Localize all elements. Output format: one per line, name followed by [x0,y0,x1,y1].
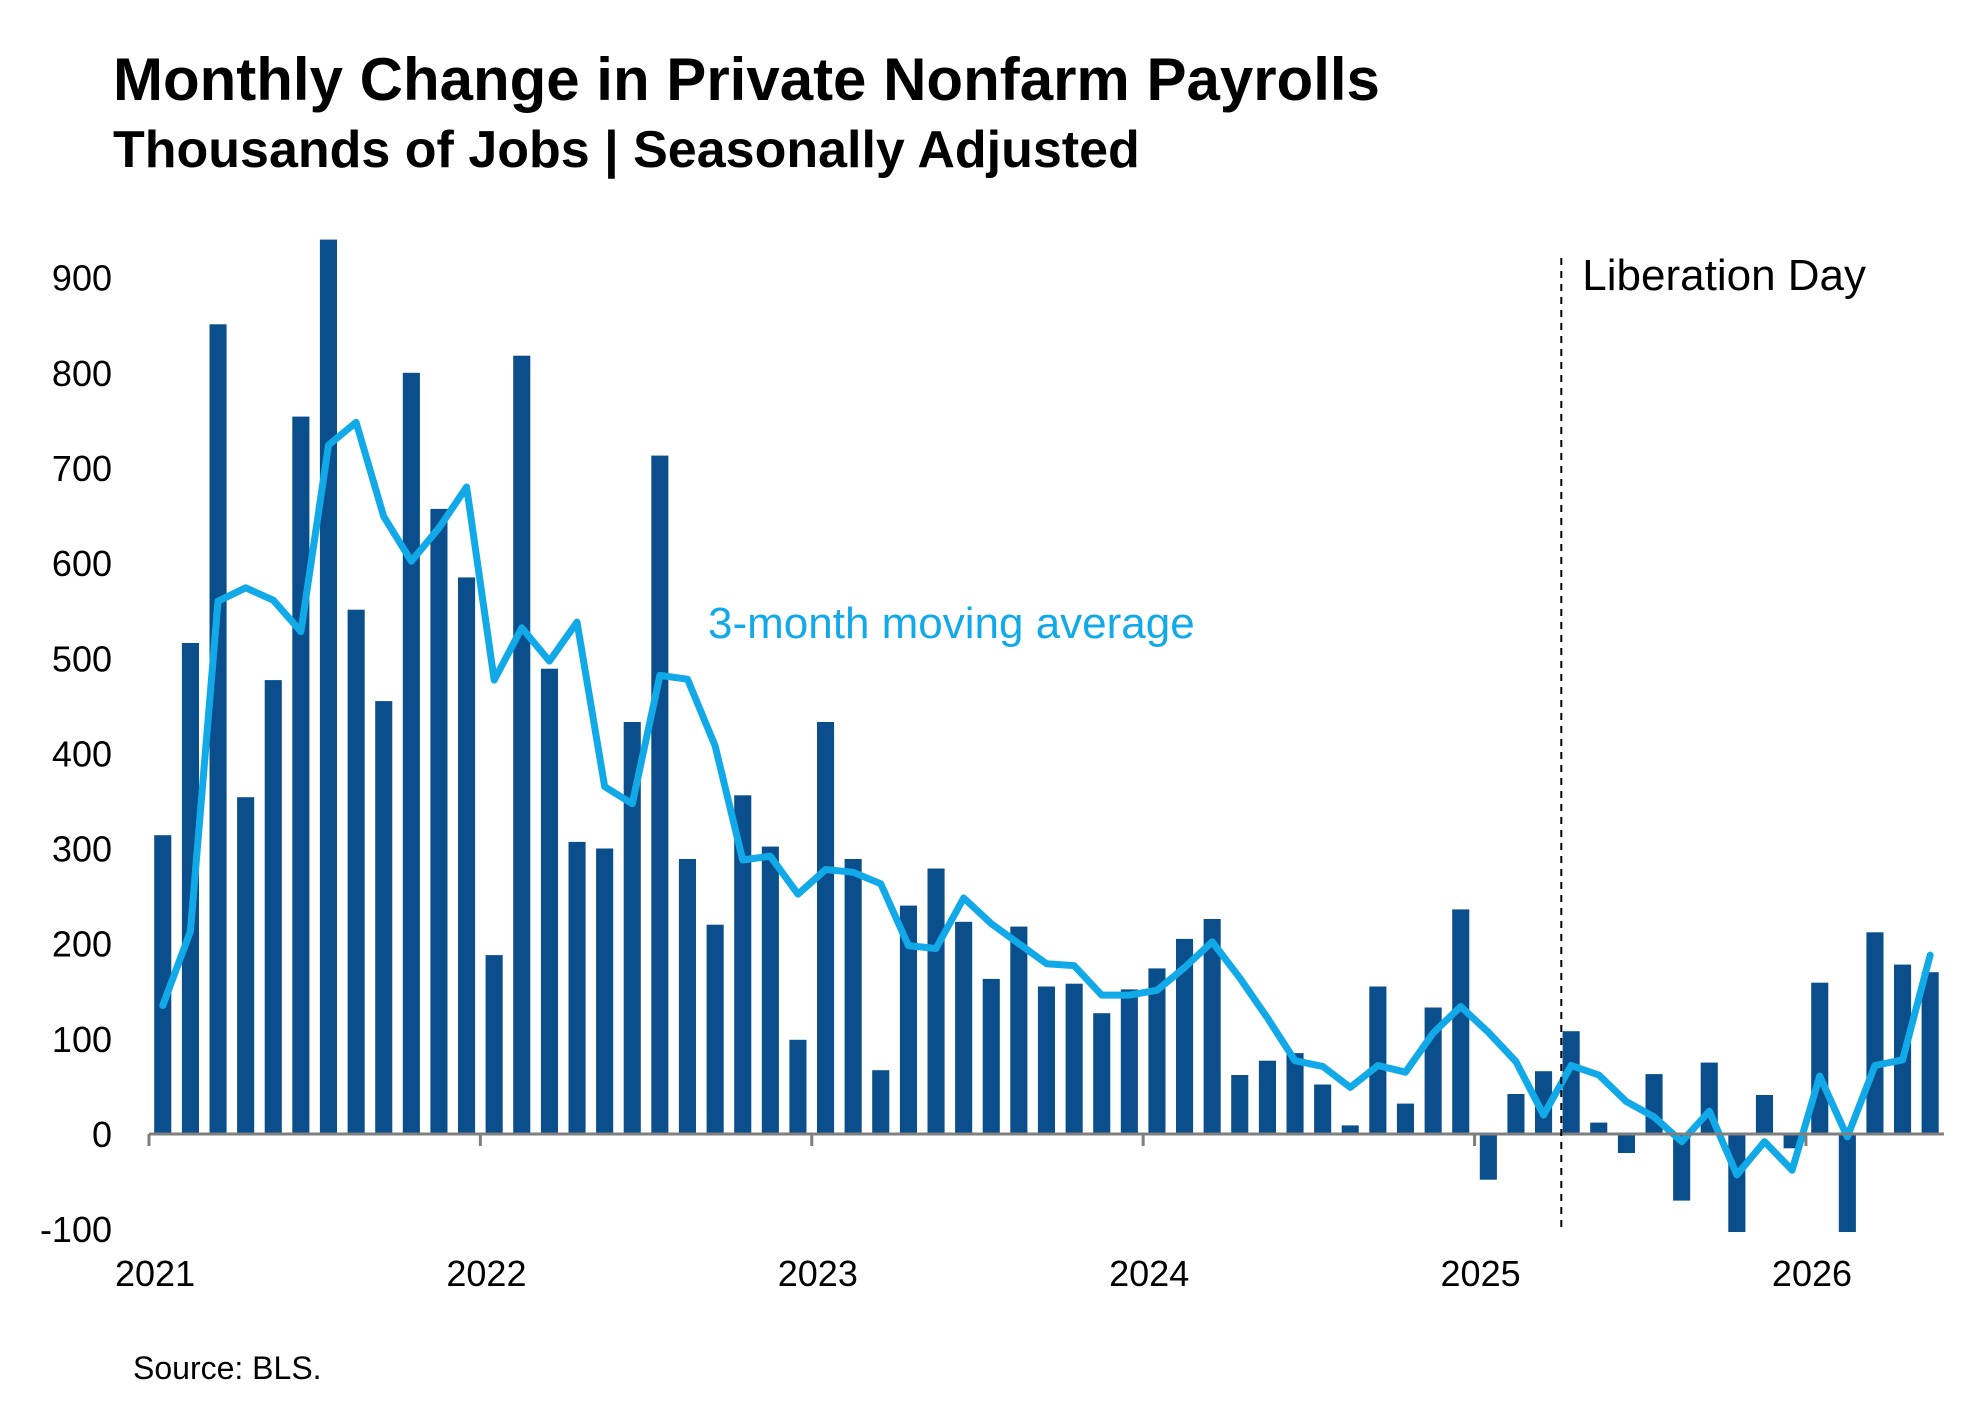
bar-2021-04 [237,797,255,1134]
bar-2024-03 [1203,919,1221,1134]
bar-2022-08 [678,859,696,1134]
bar-2021-08 [347,609,365,1134]
bar-2022-03 [540,668,558,1134]
bar-2022-01 [485,955,503,1134]
bar-2021-06 [292,416,310,1135]
x-tick-label: 2022 [446,1253,526,1294]
y-tick-label: 300 [52,829,112,870]
bar-series [154,239,1939,1232]
y-tick-label: 700 [52,448,112,489]
bar-2024-12 [1452,909,1470,1134]
bar-2025-06 [1617,1134,1635,1153]
liberation-day-label: Liberation Day [1582,251,1866,300]
x-tick-label: 2021 [115,1253,195,1294]
bar-2023-06 [955,921,973,1134]
x-axis-ticks: 2021 2022 2023 2024 2025 2026 [115,1134,1852,1294]
bar-2025-05 [1590,1122,1608,1134]
bar-2021-02 [181,643,199,1134]
bar-2023-08 [1010,926,1028,1134]
bar-2023-03 [872,1070,890,1134]
bar-2026-01 [1811,982,1829,1134]
bar-2024-05 [1258,1060,1276,1134]
bar-2025-02 [1507,1094,1525,1134]
bar-2021-01 [154,835,172,1134]
x-tick-label: 2023 [778,1253,858,1294]
bar-2022-04 [568,841,586,1134]
bar-2022-11 [761,846,779,1134]
bar-2024-07 [1314,1084,1332,1134]
y-tick-label: 600 [52,543,112,584]
bar-2021-09 [375,701,393,1134]
y-tick-label: 100 [52,1019,112,1060]
bar-2022-05 [596,848,614,1134]
bar-2024-08 [1341,1125,1359,1134]
bar-2025-08 [1673,1134,1691,1201]
bar-2023-04 [899,905,917,1134]
bar-2021-05 [264,680,282,1134]
bar-2021-10 [402,372,420,1134]
y-tick-label: 0 [92,1114,112,1155]
y-axis-tick-labels: -100 0 100 200 300 400 500 600 700 800 900 [40,258,112,1251]
x-tick-label: 2025 [1441,1253,1521,1294]
x-tick-label: 2024 [1109,1253,1189,1294]
bar-2021-12 [458,577,476,1134]
moving-average-label: 3-month moving average [708,599,1195,648]
bar-2025-03 [1535,1071,1553,1134]
bar-2025-04 [1562,1031,1580,1134]
bar-2024-04 [1231,1075,1249,1134]
source-note: Source: BLS. [133,1350,322,1386]
chart-title: Monthly Change in Private Nonfarm Payrol… [113,46,1380,113]
bar-2025-11 [1755,1095,1773,1134]
bar-2025-10 [1728,1134,1746,1232]
bar-2022-06 [623,722,641,1134]
bar-2025-01 [1479,1134,1497,1180]
bar-2022-12 [789,1039,807,1134]
bar-2023-05 [927,868,945,1134]
chart-subtitle: Thousands of Jobs | Seasonally Adjusted [113,121,1140,179]
bar-2023-12 [1120,989,1138,1134]
bar-2024-10 [1396,1103,1414,1134]
bar-2023-01 [817,722,835,1134]
bar-2021-03 [209,324,227,1134]
bar-2022-09 [706,924,724,1134]
y-tick-label: 400 [52,733,112,774]
bar-2026-02 [1838,1134,1856,1232]
y-tick-label: -100 [40,1209,112,1250]
bar-2023-10 [1065,983,1083,1134]
bar-2023-02 [844,859,862,1134]
y-tick-label: 200 [52,924,112,965]
y-tick-label: 900 [52,258,112,299]
bar-2024-01 [1148,968,1166,1134]
bar-2024-06 [1286,1053,1304,1134]
bar-2026-05 [1921,972,1939,1134]
x-tick-label: 2026 [1772,1253,1852,1294]
y-tick-label: 500 [52,638,112,679]
bar-2023-09 [1037,986,1055,1134]
bar-2022-02 [513,355,531,1134]
bar-2021-11 [430,508,448,1134]
moving-average-line [159,418,1934,1179]
y-tick-label: 800 [52,353,112,394]
bar-2023-11 [1093,1013,1111,1134]
bar-2023-07 [982,978,1000,1134]
bar-2026-03 [1866,932,1884,1134]
bar-2022-10 [734,795,752,1134]
bar-2021-07 [319,239,337,1135]
bar-2024-09 [1369,986,1387,1134]
bar-2022-07 [651,455,669,1135]
bar-2024-02 [1176,938,1194,1134]
